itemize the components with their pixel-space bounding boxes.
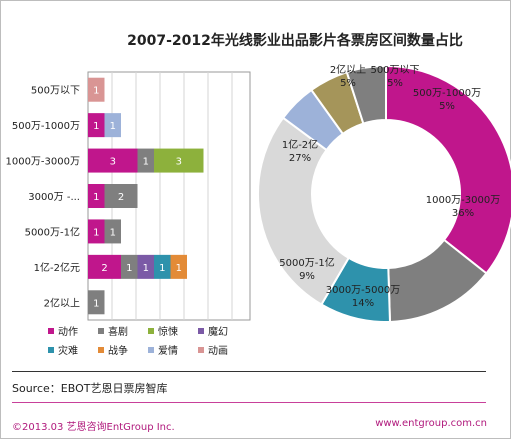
legend-item: 爱情 xyxy=(148,344,178,357)
legend-swatch xyxy=(148,328,154,334)
chart-title: 2007-2012年光线影业出品影片各票房区间数量占比 xyxy=(127,33,463,49)
bar-value-label: 1 xyxy=(93,121,99,132)
slice-label: 1000万-3000万 xyxy=(426,195,501,206)
bar-value-label: 1 xyxy=(93,227,99,238)
slice-percent: 5% xyxy=(340,78,356,89)
bar-segment xyxy=(88,254,121,279)
bar-segment xyxy=(104,113,121,138)
legend-label: 战争 xyxy=(108,344,128,357)
legend-item: 喜剧 xyxy=(98,325,128,338)
source-note: Source：EBOT艺恩日票房智库 xyxy=(12,382,168,395)
bar-segment xyxy=(170,254,187,279)
category-label: 3000万 -... xyxy=(28,192,80,203)
bar-value-label: 1 xyxy=(176,263,182,274)
bar-value-label: 1 xyxy=(110,121,116,132)
legend-item: 魔幻 xyxy=(198,325,228,338)
legend-swatch xyxy=(198,328,204,334)
legend-item: 战争 xyxy=(98,344,128,357)
legend-label: 惊悚 xyxy=(158,325,178,338)
legend-swatch xyxy=(48,347,54,353)
legend-item: 惊悚 xyxy=(148,325,178,338)
footer-url: www.entgroup.com.cn xyxy=(375,418,487,429)
legend-swatch xyxy=(148,347,154,353)
legend-label: 喜剧 xyxy=(108,325,128,338)
bar-segment xyxy=(88,148,138,173)
bar-value-label: 2 xyxy=(101,263,107,274)
legend-label: 动作 xyxy=(58,326,78,338)
slice-percent: 9% xyxy=(299,271,315,282)
legend-label: 魔幻 xyxy=(208,325,228,338)
slice-label: 3000万-5000万 xyxy=(326,285,401,296)
bar-value-label: 1 xyxy=(110,227,116,238)
category-label: 5000万-1亿 xyxy=(25,225,80,238)
legend-swatch xyxy=(198,347,204,353)
donut-chart: 1000万-3000万 36% 3000万-5000万 14% 5000万-1亿 9% 1亿… xyxy=(257,63,511,323)
copyright-text: ©2013.03 艺恩咨询EntGroup Inc. xyxy=(12,422,175,433)
bar-segment xyxy=(88,184,105,208)
bar-segment xyxy=(137,148,154,173)
bar-segment xyxy=(137,254,154,279)
bar-segment xyxy=(154,254,171,279)
bar-value-label: 2 xyxy=(118,192,124,203)
slice-percent: 14% xyxy=(352,298,374,309)
bar-segment xyxy=(88,113,105,138)
slice-label: 500万以下 xyxy=(370,65,419,76)
slice-label: 1亿-2亿 xyxy=(282,138,318,151)
donut-slice xyxy=(385,64,511,275)
bar-value-label: 1 xyxy=(93,192,99,203)
bar-value-label: 3 xyxy=(176,157,182,168)
bar-segment xyxy=(154,148,204,173)
legend-swatch xyxy=(48,328,54,334)
legend-swatch xyxy=(98,347,104,353)
bar-value-label: 1 xyxy=(126,263,132,274)
slice-percent: 36% xyxy=(452,208,474,219)
bar-value-label: 1 xyxy=(159,263,165,274)
slice-percent: 27% xyxy=(289,153,311,164)
bar-segment xyxy=(121,254,138,279)
category-label: 500万-1000万 xyxy=(12,121,80,132)
divider-bottom xyxy=(12,402,486,403)
donut-slice xyxy=(345,64,387,125)
category-label: 1000万-3000万 xyxy=(5,157,80,168)
legend-item: 动画 xyxy=(198,345,228,357)
legend-item: 动作 xyxy=(48,326,78,338)
slice-label: 2亿以上 xyxy=(330,63,366,76)
category-label: 500万以下 xyxy=(31,86,80,97)
bar-value-label: 1 xyxy=(93,298,99,309)
bar-value-label: 1 xyxy=(143,157,149,168)
legend-label: 爱情 xyxy=(158,344,178,357)
bar-segment xyxy=(88,219,105,244)
bar-value-label: 1 xyxy=(143,263,149,274)
slice-label: 500万-1000万 xyxy=(413,88,481,99)
slice-percent: 5% xyxy=(439,101,455,112)
legend-label: 灾难 xyxy=(58,344,78,357)
bar-value-label: 3 xyxy=(110,157,116,168)
bar-segment xyxy=(88,77,105,102)
legend-label: 动画 xyxy=(208,345,228,357)
category-label: 2亿以上 xyxy=(44,296,80,309)
bar-segment xyxy=(88,290,105,315)
donut-slice xyxy=(257,116,351,306)
bar-segment xyxy=(104,219,121,244)
legend-swatch xyxy=(98,328,104,334)
bar-segment xyxy=(104,184,138,208)
legend-item: 灾难 xyxy=(48,344,78,357)
slice-label: 5000万-1亿 xyxy=(279,256,334,269)
bar-value-label: 1 xyxy=(93,86,99,97)
slice-percent: 5% xyxy=(387,78,403,89)
divider-top xyxy=(12,371,486,372)
category-label: 1亿-2亿元 xyxy=(34,261,80,274)
